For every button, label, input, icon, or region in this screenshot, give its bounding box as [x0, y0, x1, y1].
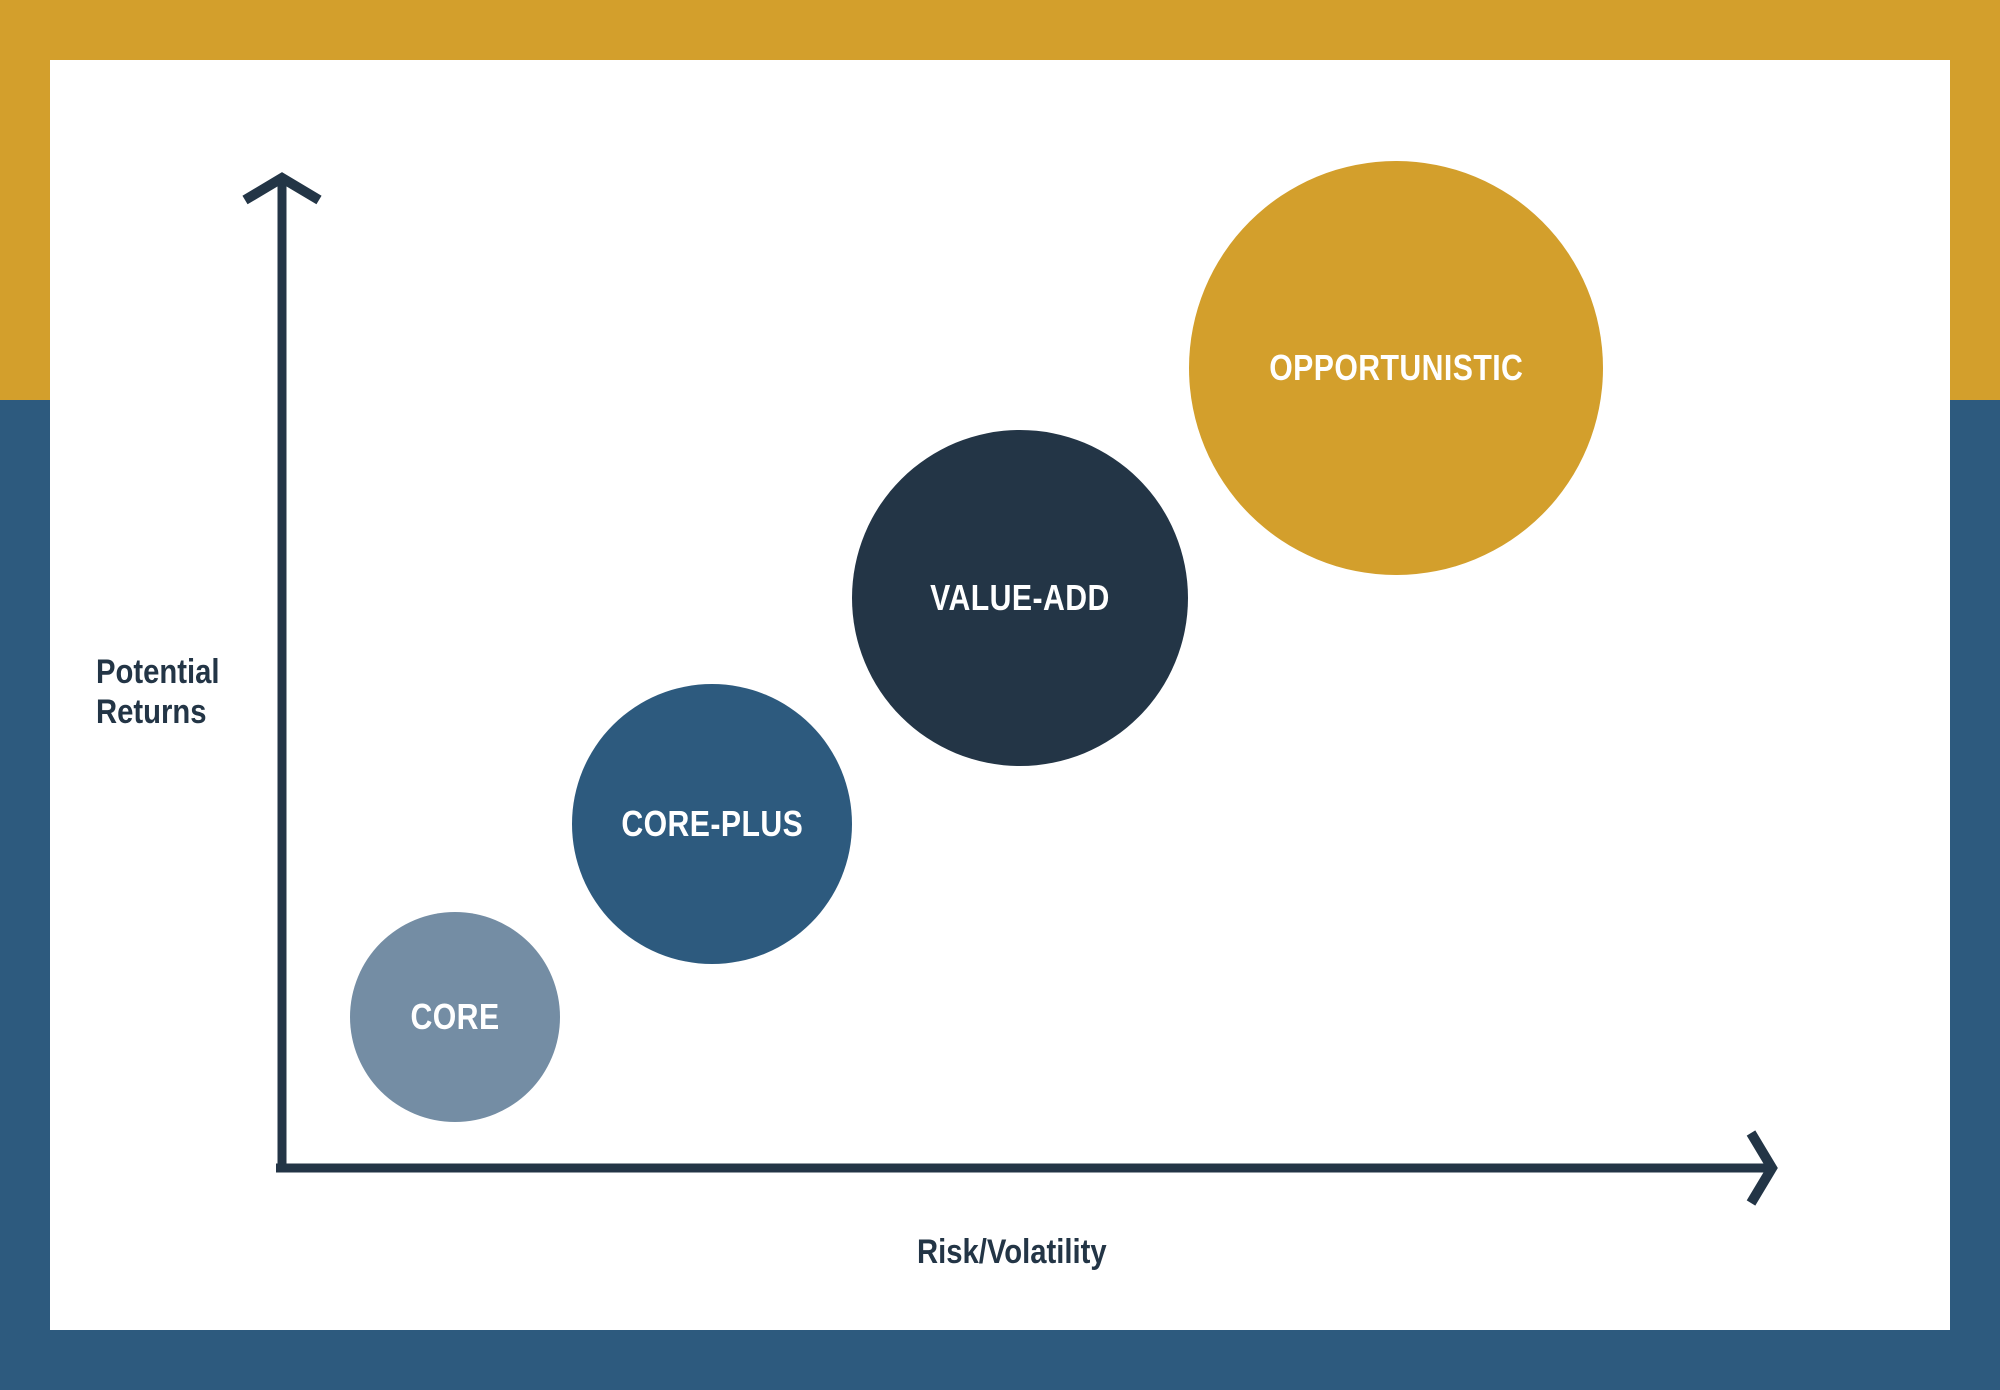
y-axis-label: Potential Returns [96, 652, 219, 732]
bubble-core-plus-label: CORE-PLUS [621, 803, 803, 844]
y-axis-arrowhead [242, 172, 322, 205]
x-axis-arrowhead [1746, 1130, 1778, 1206]
bubble-value-add-label: VALUE-ADD [930, 577, 1110, 618]
bubble-opportunistic-label: OPPORTUNISTIC [1268, 347, 1524, 388]
bubble-core-label: CORE [410, 996, 500, 1037]
bubble-value-add: VALUE-ADD [852, 430, 1188, 766]
bubble-core: CORE [350, 912, 560, 1122]
y-axis-label-line-2: Returns [96, 693, 207, 731]
bubble-opportunistic: OPPORTUNISTIC [1189, 161, 1603, 575]
y-axis-label-line-1: Potential [96, 653, 220, 691]
bubble-core-plus: CORE-PLUS [572, 684, 852, 964]
x-axis-label: Risk/Volatility [917, 1233, 1107, 1271]
